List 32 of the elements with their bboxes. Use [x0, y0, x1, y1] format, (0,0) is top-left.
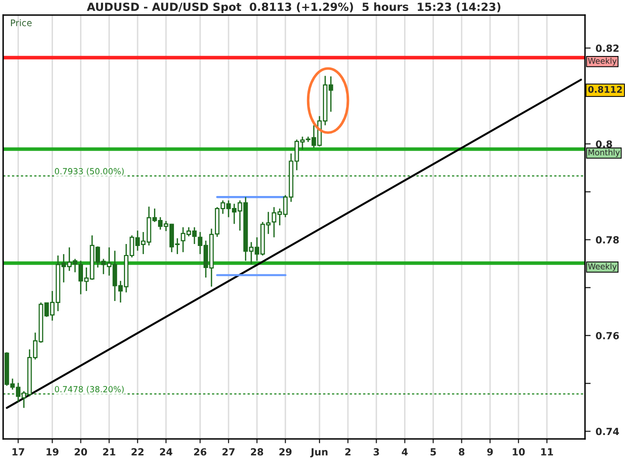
- x-tick-label: 17: [12, 448, 24, 456]
- x-tick-label: 5: [430, 448, 436, 456]
- x-tick-label: 10: [512, 448, 525, 456]
- x-tick-label: 20: [74, 448, 88, 456]
- x-tick-label: 8: [458, 448, 464, 456]
- x-tick-label: 26: [194, 448, 206, 456]
- ref-line-label: Monthly: [588, 149, 620, 157]
- annotation: 0.8112: [588, 86, 622, 93]
- ref-line-label: Weekly: [588, 58, 617, 66]
- x-tick-label: 21: [103, 448, 116, 456]
- x-tick-label: 24: [160, 448, 172, 456]
- x-tick-label: 27: [222, 448, 235, 456]
- y-tick-label: 0.74: [596, 428, 619, 436]
- x-tick-label: 22: [132, 448, 144, 456]
- annotation: Price: [10, 19, 32, 26]
- x-tick-label: 4: [402, 448, 408, 456]
- x-tick-label: Jun: [310, 448, 328, 458]
- ref-line-label: 0.7478 (38.20%): [54, 386, 124, 394]
- x-tick-label: 19: [46, 448, 58, 456]
- y-tick-label: 0.82: [596, 44, 619, 52]
- ref-line-label: Weekly: [588, 263, 617, 271]
- y-tick-label: 0.78: [596, 236, 619, 244]
- x-tick-label: 9: [487, 448, 493, 456]
- x-tick-label: 2: [345, 448, 350, 456]
- x-tick-label: 11: [541, 448, 554, 456]
- x-tick-label: 28: [250, 448, 264, 456]
- ref-line-label: 0.7933 (50.00%): [54, 168, 124, 176]
- chart-title: AUDUSD - AUD/USD Spot 0.8113 (+1.29%) 5 hours 15:23 (14:23): [86, 2, 500, 14]
- x-tick-label: 29: [279, 448, 292, 456]
- x-tick-label: 3: [374, 448, 379, 456]
- y-tick-label: 0.8: [596, 140, 612, 148]
- y-tick-label: 0.76: [596, 332, 619, 340]
